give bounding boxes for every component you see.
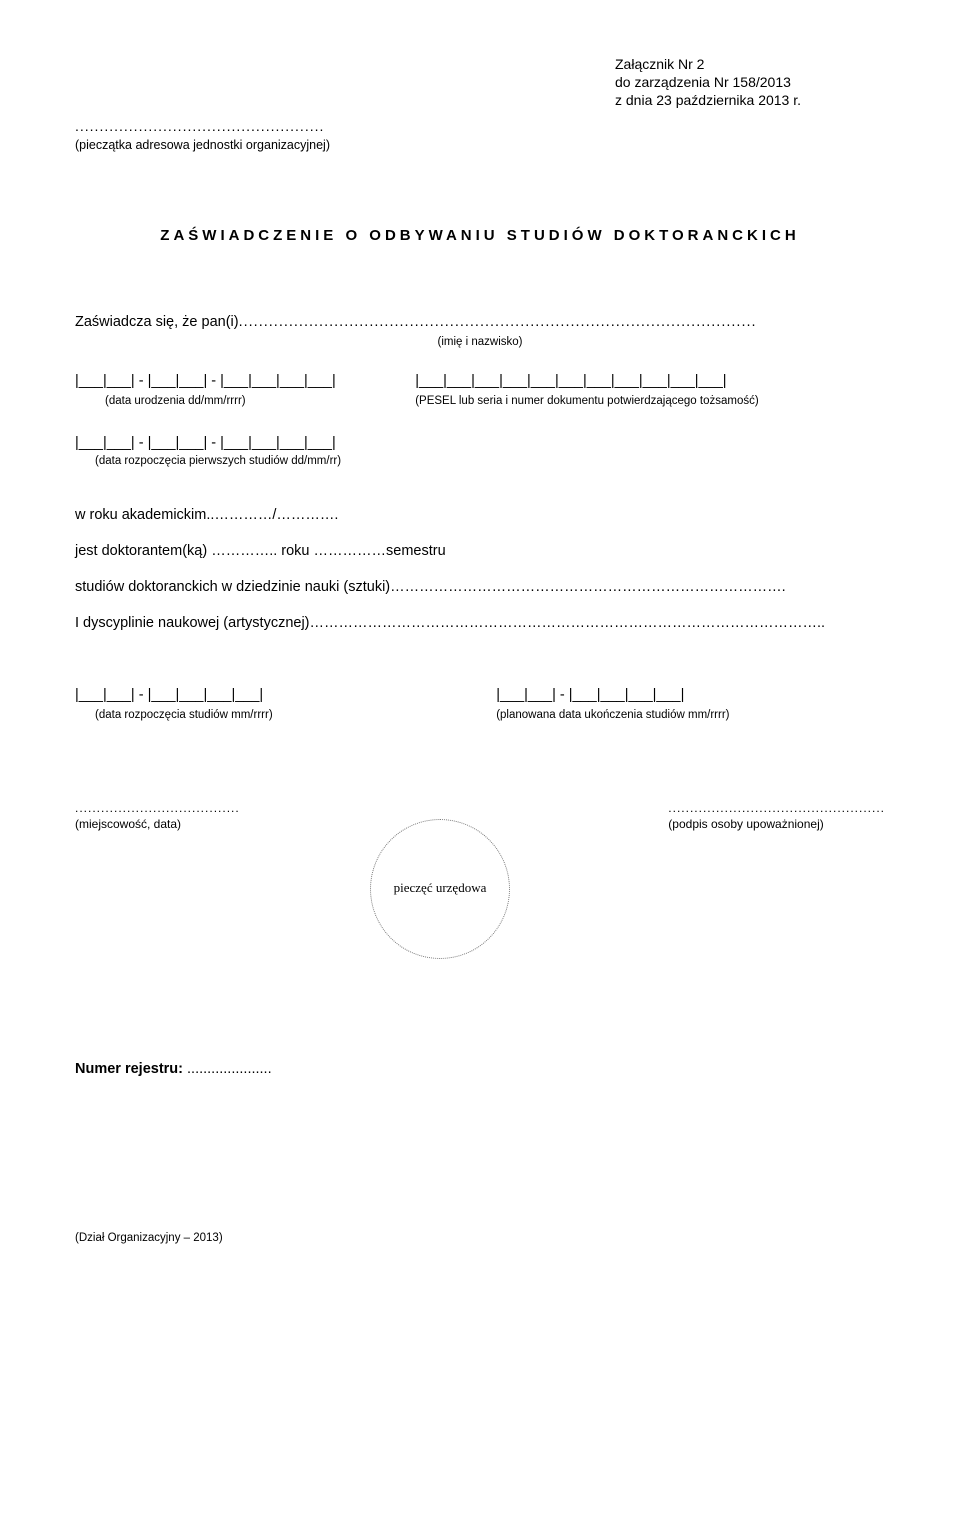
signature-label: (podpis osoby upoważnionej) (668, 817, 885, 831)
birth-boxes: |___|___| - |___|___| - |___|___|___|___… (75, 373, 399, 389)
footer: (Dział Organizacyjny – 2013) (75, 1232, 885, 1244)
first-studies-label: (data rozpoczęcia pierwszych studiów dd/… (75, 455, 885, 467)
body-line2: jest doktorantem(ką) ………….. roku ……………se… (75, 533, 885, 569)
start-boxes: |___|___| - |___|___|___|___| (75, 687, 399, 703)
stamp-dots: ........................................… (75, 118, 885, 134)
start-label: (data rozpoczęcia studiów mm/rrrr) (75, 709, 399, 721)
attachment-line3: z dnia 23 października 2013 r. (615, 91, 885, 109)
attachment-line2: do zarządzenia Nr 158/2013 (615, 73, 885, 91)
stamp-note: (pieczątka adresowa jednostki organizacy… (75, 138, 885, 152)
body-line3: studiów doktoranckich w dziedzinie nauki… (75, 569, 885, 605)
seal-circle: pieczęć urzędowa (370, 819, 510, 959)
body-line1: w roku akademickim..…………/…………. (75, 497, 885, 533)
end-boxes: |___|___| - |___|___|___|___| (496, 687, 885, 703)
body-line4: I dyscyplinie naukowej (artystycznej)………… (75, 605, 885, 641)
certify-prefix: Zaświadcza się, że pan(i) (75, 314, 239, 330)
certify-dots: ........................................… (239, 314, 757, 330)
seal-text: pieczęć urzędowa (394, 880, 487, 897)
name-label: (imię i nazwisko) (75, 336, 885, 348)
registry-label: Numer rejestru: (75, 1061, 183, 1077)
document-title: ZAŚWIADCZENIE O ODBYWANIU STUDIÓW DOKTOR… (75, 227, 885, 244)
pesel-label: (PESEL lub seria i numer dokumentu potwi… (415, 395, 885, 407)
attachment-line1: Załącznik Nr 2 (615, 55, 885, 73)
registry-dots: ..................... (183, 1061, 272, 1077)
place-date-dots: ...................................... (75, 801, 240, 815)
place-date-label: (miejscowość, data) (75, 817, 240, 831)
end-label: (planowana data ukończenia studiów mm/rr… (496, 709, 885, 721)
signature-dots: ........................................… (668, 801, 885, 815)
pesel-boxes: |___|___|___|___|___|___|___|___|___|___… (415, 373, 885, 389)
first-studies-boxes: |___|___| - |___|___| - |___|___|___|___… (75, 435, 885, 451)
birth-label: (data urodzenia dd/mm/rrrr) (75, 395, 399, 407)
